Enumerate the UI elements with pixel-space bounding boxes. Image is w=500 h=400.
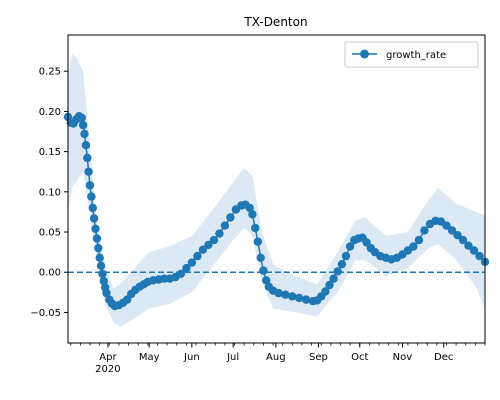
x-tick-label: 2020: [95, 364, 120, 375]
data-point: [176, 269, 186, 278]
data-point: [469, 246, 479, 255]
data-point: [81, 141, 91, 150]
data-point: [99, 276, 109, 286]
data-point: [333, 267, 342, 276]
data-point: [475, 251, 484, 261]
data-point: [89, 214, 99, 223]
data-point: [92, 234, 102, 243]
y-tick-label: 0.20: [39, 107, 61, 118]
x-tick-label: Oct: [351, 352, 368, 363]
data-point: [453, 231, 462, 240]
confidence-band: [68, 53, 485, 327]
x-tick-label: Sep: [309, 352, 328, 363]
data-point: [187, 258, 197, 267]
data-point: [251, 223, 260, 233]
data-point: [98, 269, 107, 278]
data-point: [226, 213, 235, 222]
plot-frame: [67, 34, 486, 344]
data-point: [85, 181, 95, 190]
legend: growth_rate: [344, 41, 479, 68]
data-point: [447, 226, 457, 235]
series-layer: [63, 112, 490, 311]
x-tick-label: Nov: [393, 352, 413, 363]
data-point: [87, 192, 96, 201]
data-point: [78, 120, 88, 130]
data-point: [84, 167, 93, 176]
x-tick-label: Aug: [266, 352, 286, 363]
chart-title: TX-Denton: [243, 15, 307, 29]
data-point: [209, 235, 219, 245]
data-point: [301, 295, 311, 304]
data-point: [215, 229, 224, 238]
data-point: [83, 153, 92, 163]
data-point: [198, 245, 208, 254]
data-point: [345, 242, 355, 251]
data-point: [80, 129, 89, 139]
data-point: [288, 292, 297, 301]
data-point: [256, 253, 265, 262]
data-point: [329, 274, 338, 283]
y-axis: −0.05 0.00 0.05 0.10 0.15 0.20 0.25: [30, 67, 68, 319]
data-point: [94, 243, 103, 253]
legend-marker: [360, 49, 369, 59]
data-point: [96, 261, 106, 270]
x-tick-label: Dec: [434, 352, 453, 363]
y-tick-label: 0.00: [39, 268, 61, 279]
data-point: [259, 266, 268, 275]
data-point: [337, 260, 347, 269]
data-point: [253, 237, 263, 246]
data-point: [193, 251, 202, 261]
data-point: [245, 203, 254, 213]
data-point: [325, 280, 334, 290]
x-tick-label: Jul: [226, 352, 239, 363]
data-point: [220, 221, 230, 230]
data-point: [262, 276, 271, 285]
confidence-band-layer: [68, 53, 485, 327]
x-tick-label: May: [139, 352, 160, 363]
legend-label: growth_rate: [386, 50, 446, 61]
y-tick-label: −0.05: [30, 308, 61, 319]
data-point: [341, 251, 351, 261]
legend-box: [344, 41, 479, 68]
data-point: [248, 210, 257, 219]
x-tick-label: Apr: [99, 352, 117, 363]
y-tick-label: 0.10: [39, 187, 61, 198]
data-point: [95, 253, 104, 262]
data-point: [414, 235, 424, 245]
data-point: [321, 287, 330, 296]
y-tick-label: 0.15: [39, 147, 61, 158]
data-point: [409, 242, 418, 251]
y-tick-label: 0.05: [39, 228, 61, 239]
data-point: [91, 224, 100, 233]
x-tick-label: Jun: [183, 352, 200, 363]
data-point: [281, 290, 290, 299]
data-point: [442, 221, 451, 230]
data-point: [182, 264, 191, 273]
data-point: [458, 235, 468, 245]
y-tick-label: 0.25: [39, 67, 61, 78]
data-point: [420, 226, 429, 235]
data-point: [204, 240, 213, 250]
data-point: [274, 288, 283, 298]
data-point: [464, 241, 473, 250]
data-point: [295, 293, 304, 303]
data-point: [102, 288, 111, 298]
data-point: [88, 203, 98, 213]
data-point: [77, 113, 87, 123]
